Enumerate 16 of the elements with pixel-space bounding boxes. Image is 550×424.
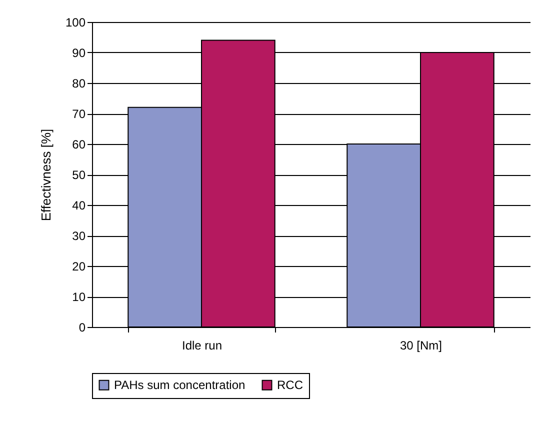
y-tick-label: 80 [72, 76, 86, 90]
y-tick-label: 0 [78, 320, 86, 334]
y-tick-label: 20 [72, 260, 86, 274]
y-tick-label: 90 [72, 46, 86, 60]
legend-label: PAHs sum concentration [114, 378, 246, 392]
y-tick-label: 70 [72, 107, 86, 121]
y-tick-label: 30 [72, 229, 86, 243]
y-tick-label: 50 [72, 168, 86, 182]
y-tick-label: 40 [72, 198, 86, 212]
legend-label: RCC [277, 378, 304, 392]
x-tick-label: Idle run [182, 338, 222, 352]
y-axis-title: Effectivness [%] [38, 128, 54, 222]
x-tick-label: 30 [Nm] [400, 338, 442, 352]
y-tick-label: 100 [65, 16, 86, 30]
y-tick-label: 60 [72, 138, 86, 152]
y-tick-label: 10 [72, 290, 86, 304]
